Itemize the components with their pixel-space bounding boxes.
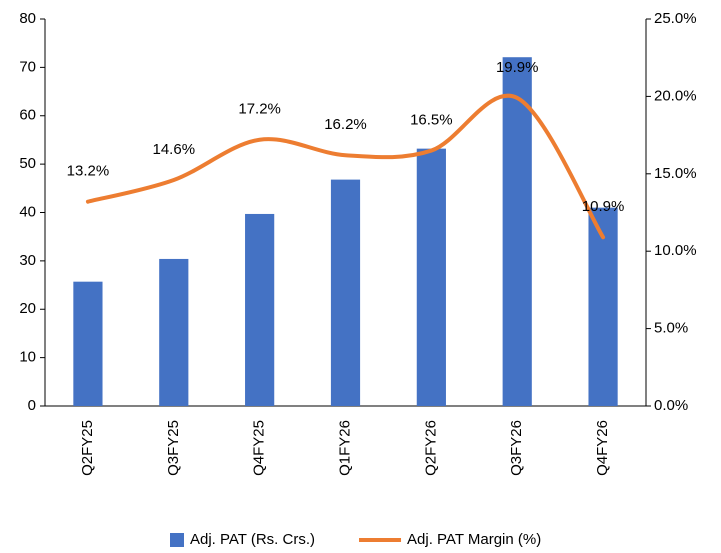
bar	[416, 148, 446, 406]
y-tick-label: 20	[19, 300, 36, 317]
legend-label: Adj. PAT Margin (%)	[407, 531, 541, 548]
x-tick-label: Q3FY25	[165, 420, 182, 476]
y2-tick-label: 20.0%	[654, 87, 697, 104]
data-label: 16.5%	[410, 112, 453, 129]
y2-tick-label: 10.0%	[654, 242, 697, 259]
y-tick-label: 10	[19, 349, 36, 366]
bar	[330, 179, 361, 406]
x-tick-label: Q4FY25	[251, 420, 268, 476]
y2-tick-label: 0.0%	[654, 397, 688, 414]
bar	[245, 213, 275, 406]
y-tick-label: 70	[19, 58, 36, 75]
data-label: 17.2%	[238, 101, 281, 118]
data-label: 14.6%	[153, 141, 196, 158]
bar	[159, 258, 189, 406]
bar	[502, 57, 532, 407]
legend-label: Adj. PAT (Rs. Crs.)	[190, 531, 315, 548]
x-tick-label: Q4FY26	[594, 420, 611, 476]
data-label: 19.9%	[496, 59, 539, 76]
data-label: 16.2%	[324, 116, 367, 133]
y-tick-label: 0	[28, 397, 36, 414]
x-tick-label: Q3FY26	[508, 420, 525, 476]
y-tick-label: 60	[19, 107, 36, 124]
y-tick-label: 40	[19, 203, 36, 220]
y2-tick-label: 15.0%	[654, 165, 697, 182]
y2-tick-label: 5.0%	[654, 320, 688, 337]
x-tick-label: Q1FY26	[336, 420, 353, 476]
y-tick-label: 50	[19, 155, 36, 172]
x-tick-label: Q2FY26	[422, 420, 439, 476]
data-label: 13.2%	[67, 163, 110, 180]
line	[85, 93, 606, 240]
y2-tick-label: 25.0%	[654, 10, 697, 27]
legend-swatch	[170, 533, 184, 547]
y-tick-label: 30	[19, 252, 36, 269]
bar	[73, 281, 103, 406]
data-label: 10.9%	[582, 198, 625, 215]
x-tick-label: Q2FY25	[79, 420, 96, 476]
y-tick-label: 80	[19, 10, 36, 27]
bar	[588, 207, 618, 406]
